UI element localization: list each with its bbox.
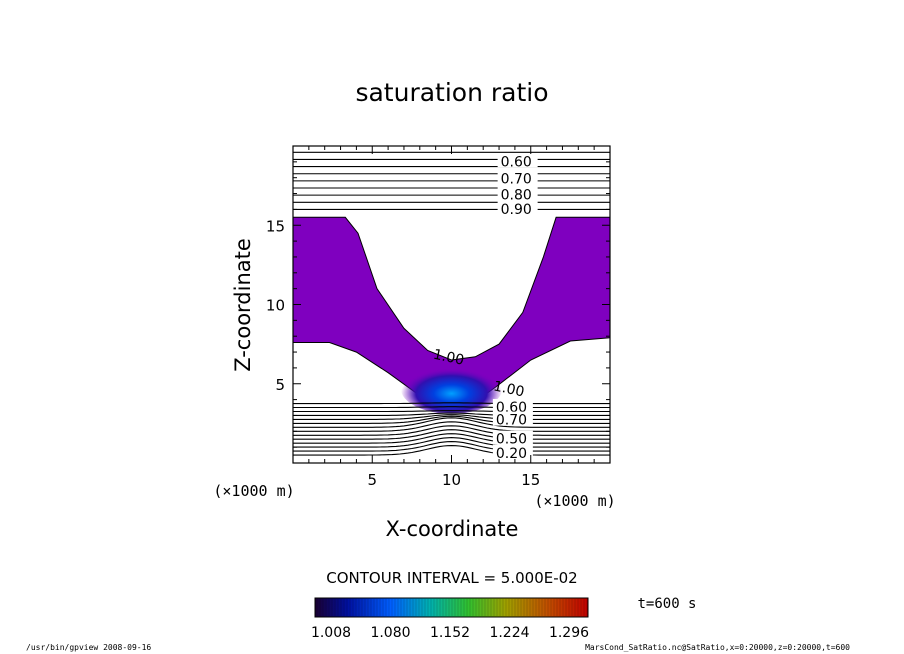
x-tick-label: 10 [442, 471, 461, 489]
contour-interval: CONTOUR INTERVAL = 5.000E-02 [326, 569, 577, 587]
lower-contour-lines [293, 403, 610, 455]
colorbar-labels: 1.008 1.080 1.152 1.224 1.296 [311, 625, 589, 641]
x-tick-label: 5 [367, 471, 377, 489]
y-tick-label: 15 [266, 217, 285, 235]
lower-contour-label: 0.20 [496, 446, 527, 462]
colorbar-label: 1.296 [549, 625, 589, 641]
plot-area [293, 152, 610, 455]
upper-contour-lines [293, 152, 610, 209]
footer-right: MarsCond_SatRatio.nc@SatRatio,x=0:20000,… [585, 643, 850, 652]
y-tick-label: 10 [266, 297, 285, 315]
chart-title: saturation ratio [355, 78, 548, 107]
upper-contour-label: 0.70 [501, 172, 532, 188]
y-axis-label: Z-coordinate [231, 238, 255, 372]
colorbar-label: 1.080 [370, 625, 410, 641]
x-axis-label: X-coordinate [386, 517, 519, 541]
upper-contour-label: 0.90 [501, 202, 532, 218]
lower-contour-label: 0.70 [496, 413, 527, 429]
colorbar-label: 1.152 [430, 625, 470, 641]
x-tick-label: 15 [521, 471, 540, 489]
x-unit-label: (×1000 m) [534, 492, 615, 510]
time-label: t=600 s [637, 596, 696, 612]
contour-labels: 0.600.700.800.900.600.700.500.201.001.00 [432, 153, 538, 462]
colorbar-label: 1.008 [311, 625, 351, 641]
footer-left: /usr/bin/gpview 2008-09-16 [26, 643, 151, 652]
z-unit-label: (×1000 m) [213, 482, 294, 500]
y-tick-label: 5 [275, 376, 285, 394]
colorbar-label: 1.224 [489, 625, 529, 641]
upper-contour-label: 0.60 [501, 154, 532, 170]
